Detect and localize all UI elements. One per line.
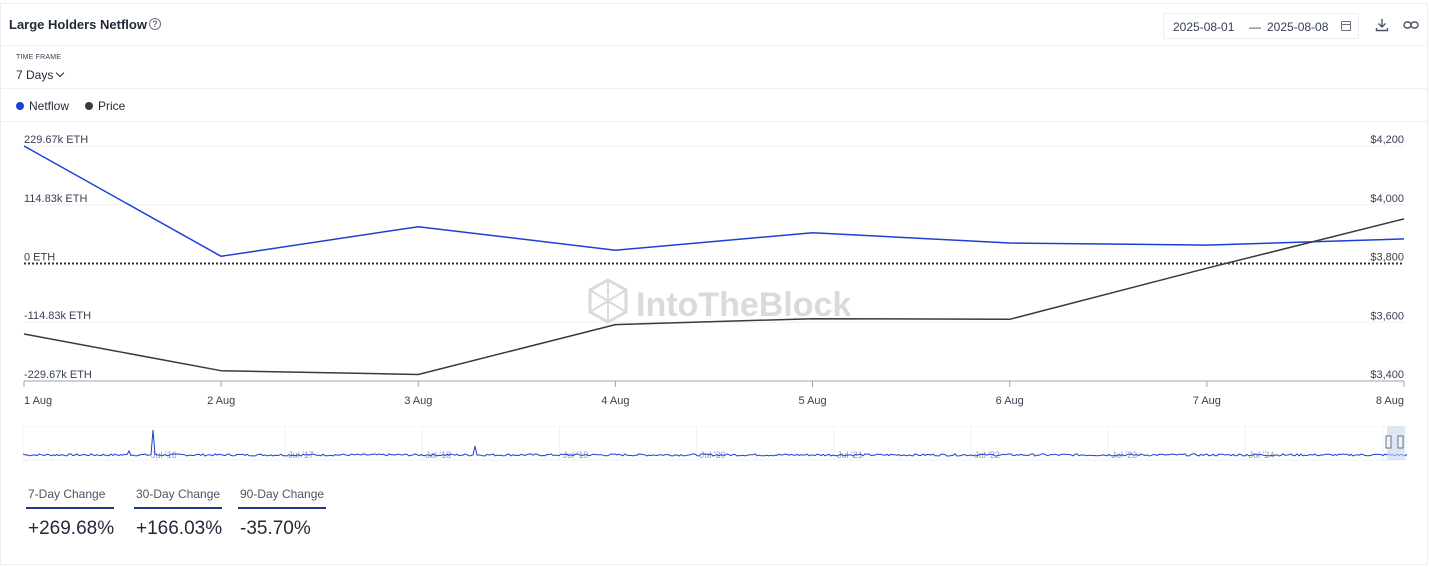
y-right-tick-label: $3,400 bbox=[1370, 369, 1404, 381]
x-tick-label: 1 Aug bbox=[24, 395, 52, 407]
navigator-handle-left[interactable] bbox=[1385, 435, 1392, 449]
change-label: 90-Day Change bbox=[238, 487, 327, 509]
legend-label-netflow: Netflow bbox=[29, 99, 70, 113]
navigator-label: Jul '17 bbox=[288, 450, 314, 460]
y-right-tick-label: $4,000 bbox=[1370, 193, 1404, 205]
series-line-netflow bbox=[23, 145, 1405, 258]
download-icon[interactable] bbox=[1375, 18, 1389, 32]
time-navigator[interactable]: Jul '16 Jul '17 Jul '18 Jul '19 Jul '20 Jul '… bbox=[23, 426, 1407, 462]
change-label: 30-Day Change bbox=[134, 487, 223, 509]
change-30-day: 30-Day Change +166.03% bbox=[134, 487, 223, 540]
help-icon[interactable]: ? bbox=[149, 18, 161, 30]
x-tick-label: 7 Aug bbox=[1193, 395, 1221, 407]
card-title: Large Holders Netflow bbox=[9, 17, 147, 32]
y-left-tick-label: -114.83k ETH bbox=[24, 310, 91, 322]
navigator-series-line bbox=[23, 429, 1407, 457]
legend-label-price: Price bbox=[98, 99, 126, 113]
netflow-price-chart[interactable]: IntoTheBlock 229.67k ETH 114.83k ETH 0 ETH… bbox=[0, 0, 1430, 470]
x-tick-label: 4 Aug bbox=[601, 395, 629, 407]
x-tick-label: 8 Aug bbox=[1376, 395, 1404, 407]
y-left-tick-label: -229.67k ETH bbox=[24, 369, 92, 381]
change-value: -35.70% bbox=[240, 518, 311, 539]
legend: Netflow Price bbox=[1, 88, 1427, 122]
navigator-label: Jul '19 bbox=[563, 450, 589, 460]
chart-axes bbox=[23, 262, 1405, 387]
timeframe-value: 7 Days bbox=[16, 68, 54, 82]
card-header: Large Holders Netflow ? 2025-08-01 — 202… bbox=[1, 4, 1427, 46]
x-tick-label: 6 Aug bbox=[996, 395, 1024, 407]
x-tick-label: 2 Aug bbox=[207, 395, 235, 407]
date-to: 2025-08-08 bbox=[1267, 20, 1329, 34]
y-left-tick-label: 114.83k ETH bbox=[24, 193, 87, 205]
y-right-tick-label: $4,200 bbox=[1370, 134, 1404, 146]
series-line-price bbox=[23, 218, 1405, 376]
change-value: +269.68% bbox=[28, 518, 115, 539]
calendar-icon[interactable] bbox=[1341, 21, 1351, 31]
change-value: +166.03% bbox=[136, 518, 223, 539]
netflow-card: Large Holders Netflow ? 2025-08-01 — 202… bbox=[0, 3, 1428, 565]
y-right-tick-label: $3,800 bbox=[1370, 252, 1404, 264]
link-icon[interactable] bbox=[1403, 18, 1419, 32]
y-right-tick-label: $3,600 bbox=[1370, 310, 1404, 322]
change-7-day: 7-Day Change +269.68% bbox=[26, 487, 115, 540]
y-left-tick-label: 229.67k ETH bbox=[24, 134, 88, 146]
x-tick-label: 5 Aug bbox=[799, 395, 827, 407]
change-90-day: 90-Day Change -35.70% bbox=[238, 487, 327, 540]
navigator-selection[interactable] bbox=[1387, 426, 1405, 460]
date-range-picker[interactable]: 2025-08-01 — 2025-08-08 bbox=[1163, 13, 1359, 39]
x-tick-label: 3 Aug bbox=[404, 395, 432, 407]
chart-series bbox=[23, 145, 1405, 376]
change-label: 7-Day Change bbox=[26, 487, 115, 509]
y-left-tick-label: 0 ETH bbox=[24, 252, 55, 264]
chart-ticks: 229.67k ETH 114.83k ETH 0 ETH -114.83k ETH -… bbox=[24, 134, 1404, 407]
legend-dot-price bbox=[85, 102, 93, 110]
legend-item-price[interactable]: Price bbox=[85, 99, 125, 113]
watermark: IntoTheBlock bbox=[588, 278, 851, 324]
timeframe-label: TIME FRAME bbox=[16, 54, 62, 61]
watermark-text: IntoTheBlock bbox=[636, 286, 851, 324]
navigator-handle-right[interactable] bbox=[1397, 435, 1404, 449]
date-from: 2025-08-01 bbox=[1173, 20, 1235, 34]
legend-dot-netflow bbox=[16, 102, 24, 110]
date-separator: — bbox=[1249, 20, 1261, 34]
legend-item-netflow[interactable]: Netflow bbox=[16, 99, 69, 113]
timeframe-select[interactable]: 7 Days bbox=[16, 68, 65, 82]
